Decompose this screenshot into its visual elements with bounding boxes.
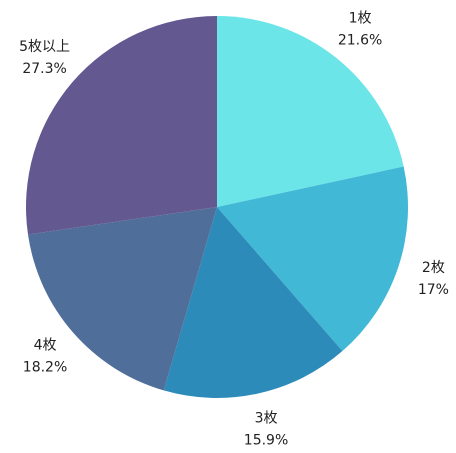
pie-slice <box>217 16 404 207</box>
slice-label: 5枚以上 <box>19 39 70 55</box>
pie-slice <box>27 207 217 391</box>
slice-label: 2枚 <box>422 260 445 276</box>
pie-slice <box>217 166 408 352</box>
pie-slice <box>26 16 217 235</box>
slice-value-label: 15.9% <box>244 433 288 449</box>
slice-value-label: 21.6% <box>338 33 382 49</box>
slice-value-label: 18.2% <box>23 360 67 376</box>
pie-slice <box>163 207 343 398</box>
slice-value-label: 17% <box>418 282 449 298</box>
slice-label: 1枚 <box>349 11 372 27</box>
slice-label: 3枚 <box>255 411 278 427</box>
slice-value-label: 27.3% <box>22 61 66 77</box>
slice-label: 4枚 <box>34 338 57 354</box>
